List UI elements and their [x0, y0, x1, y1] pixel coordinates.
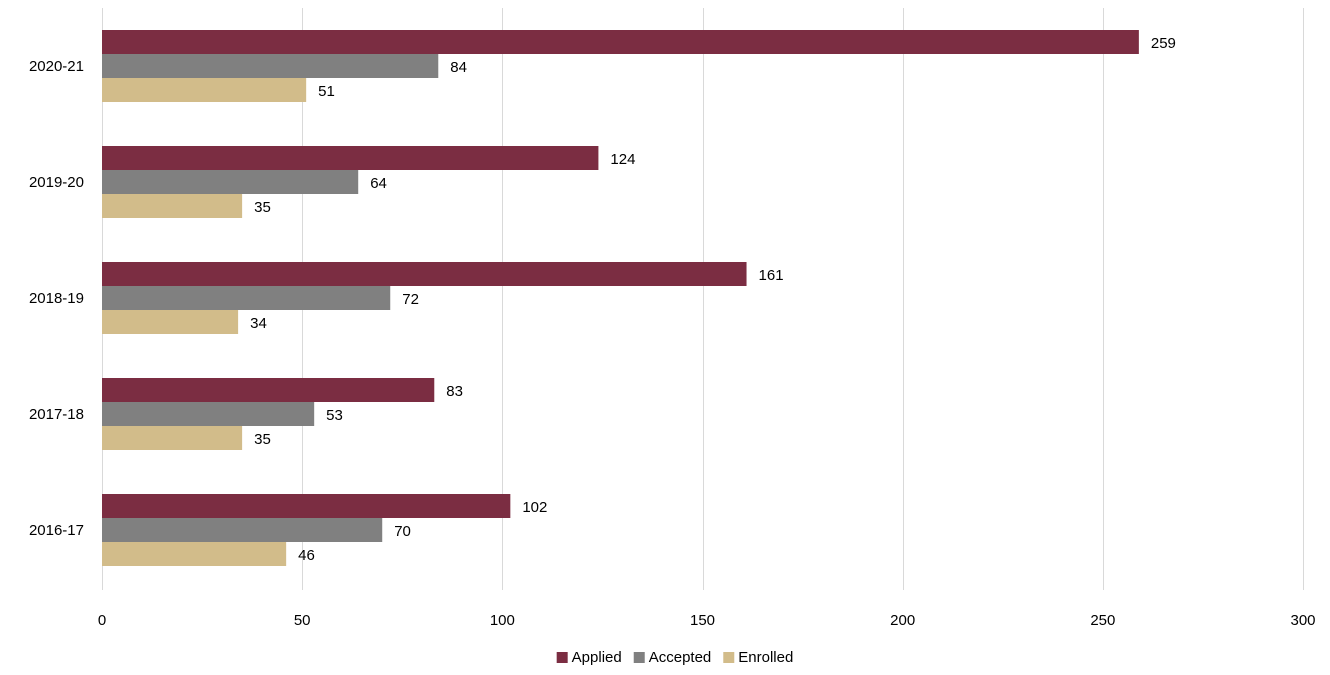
legend-label: Accepted — [649, 649, 712, 666]
data-label-accepted: 64 — [370, 175, 387, 192]
x-tick-label: 100 — [490, 612, 515, 629]
data-label-applied: 102 — [522, 499, 547, 516]
bar-applied-2018-19 — [102, 262, 747, 286]
data-label-accepted: 72 — [402, 291, 419, 308]
data-label-applied: 124 — [610, 151, 635, 168]
category-label: 2016-17 — [29, 522, 84, 539]
bar-enrolled-2017-18 — [102, 426, 243, 450]
x-tick-label: 300 — [1290, 612, 1315, 629]
data-label-accepted: 84 — [450, 59, 467, 76]
x-tick-label: 50 — [294, 612, 311, 629]
legend-label: Applied — [572, 649, 622, 666]
legend-swatch — [723, 652, 735, 663]
data-label-enrolled: 46 — [298, 547, 315, 564]
x-tick-label: 200 — [890, 612, 915, 629]
legend: Applied Accepted Enrolled — [556, 649, 793, 666]
gridlines — [102, 8, 1304, 590]
x-tick-label: 0 — [98, 612, 106, 629]
data-label-enrolled: 35 — [254, 199, 271, 216]
category-label: 2017-18 — [29, 406, 84, 423]
data-label-applied: 161 — [759, 267, 784, 284]
data-label-enrolled: 51 — [318, 83, 335, 100]
legend-swatch — [633, 652, 645, 663]
data-label-accepted: 53 — [326, 407, 343, 424]
data-label-accepted: 70 — [394, 523, 411, 540]
legend-item-applied: Applied — [556, 649, 622, 666]
bar-applied-2019-20 — [102, 146, 599, 170]
data-label-enrolled: 34 — [250, 315, 267, 332]
bar-enrolled-2018-19 — [102, 310, 239, 334]
legend-swatch — [556, 652, 568, 663]
category-label: 2019-20 — [29, 174, 84, 191]
bar-applied-2017-18 — [102, 378, 435, 402]
x-tick-label: 150 — [690, 612, 715, 629]
x-tick-label: 250 — [1090, 612, 1115, 629]
bar-enrolled-2020-21 — [102, 78, 307, 102]
bar-accepted-2020-21 — [102, 54, 439, 78]
data-label-enrolled: 35 — [254, 431, 271, 448]
category-label: 2020-21 — [29, 58, 84, 75]
bars — [102, 30, 1139, 566]
bar-accepted-2018-19 — [102, 286, 391, 310]
legend-label: Enrolled — [738, 649, 793, 666]
bar-accepted-2016-17 — [102, 518, 383, 542]
legend-item-enrolled: Enrolled — [723, 649, 793, 666]
bar-accepted-2017-18 — [102, 402, 315, 426]
bar-applied-2020-21 — [102, 30, 1139, 54]
bar-accepted-2019-20 — [102, 170, 359, 194]
data-labels: 102 70 46 83 53 35 161 72 34 124 64 35 259 84 51 — [250, 35, 1176, 564]
data-label-applied: 83 — [446, 383, 463, 400]
bar-enrolled-2016-17 — [102, 542, 287, 566]
legend-item-accepted: Accepted — [633, 649, 712, 666]
bar-enrolled-2019-20 — [102, 194, 243, 218]
bar-applied-2016-17 — [102, 494, 511, 518]
category-label: 2018-19 — [29, 290, 84, 307]
axis-labels: 0 50 100 150 200 250 300 2016-17 2017-18 2018-19 2… — [29, 58, 1316, 629]
data-label-applied: 259 — [1151, 35, 1176, 52]
